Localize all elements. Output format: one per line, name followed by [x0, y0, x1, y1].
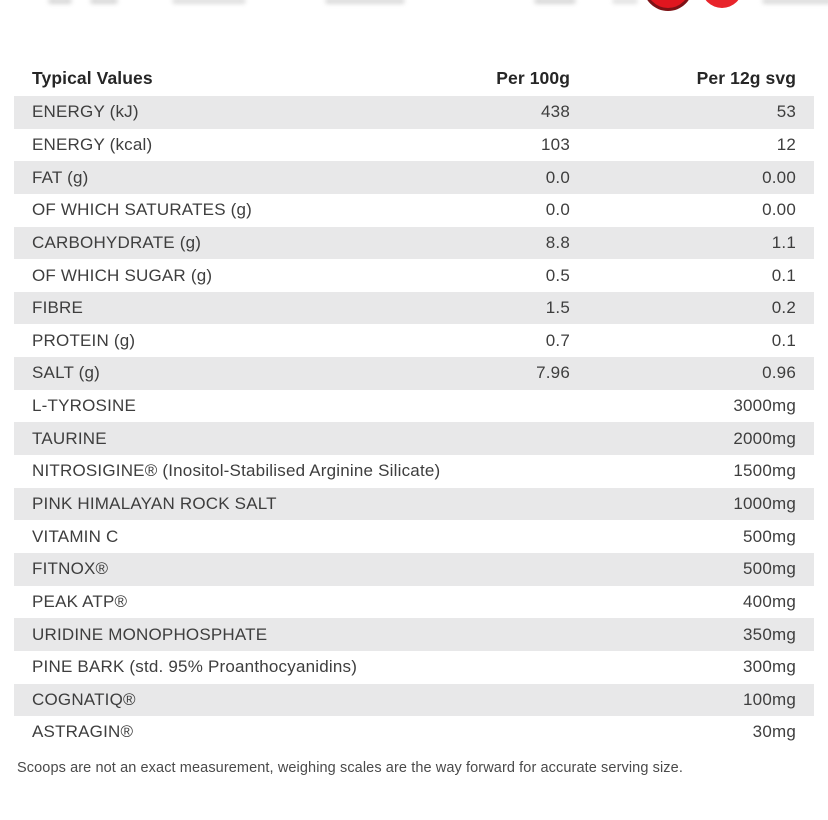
row-per-serving-value: 0.1 — [771, 265, 796, 285]
row-label: OF WHICH SATURATES (g) — [32, 200, 253, 220]
row-per-serving-value: 1500mg — [733, 461, 796, 481]
cropped-text-smudge — [612, 0, 638, 4]
row-per-serving-value: 500mg — [743, 526, 796, 546]
row-label: CARBOHYDRATE (g) — [32, 232, 202, 252]
table-row: TAURINE 2000mg — [14, 422, 814, 456]
row-label: FAT (g) — [32, 167, 89, 187]
table-row: CARBOHYDRATE (g) 8.8 1.1 — [14, 226, 814, 260]
table-row: PINK HIMALAYAN ROCK SALT 1000mg — [14, 487, 814, 521]
cropped-top-graphic — [0, 0, 828, 18]
cropped-text-smudge — [90, 0, 118, 4]
table-row: PEAK ATP® 400mg — [14, 585, 814, 619]
row-label: L-TYROSINE — [32, 396, 137, 416]
table-row: PROTEIN (g) 0.7 0.1 — [14, 324, 814, 358]
row-per-serving-value: 400mg — [743, 591, 796, 611]
row-per-serving-value: 500mg — [743, 559, 796, 579]
row-label: VITAMIN C — [32, 526, 119, 546]
header-typical-values: Typical Values — [32, 67, 153, 88]
table-row: FITNOX® 500mg — [14, 552, 814, 586]
row-label: NITROSIGINE® (Inositol-Stabilised Argini… — [32, 461, 441, 481]
cropped-text-smudge — [325, 0, 405, 4]
row-label: COGNATIQ® — [32, 689, 136, 709]
table-row: NITROSIGINE® (Inositol-Stabilised Argini… — [14, 455, 814, 488]
row-per-serving-value: 53 — [776, 102, 796, 122]
header-per-100g: Per 100g — [496, 67, 570, 88]
row-label: URIDINE MONOPHOSPHATE — [32, 624, 268, 644]
table-row: OF WHICH SATURATES (g) 0.0 0.00 — [14, 193, 814, 227]
scoop-measurement-note: Scoops are not an exact measurement, wei… — [17, 760, 683, 776]
row-per-serving-value: 3000mg — [733, 396, 796, 416]
row-per-serving-value: 100mg — [743, 689, 796, 709]
row-per-100g-value: 0.0 — [545, 200, 570, 220]
table-row: URIDINE MONOPHOSPHATE 350mg — [14, 618, 814, 651]
row-per-serving-value: 350mg — [743, 624, 796, 644]
table-row: COGNATIQ® 100mg — [14, 683, 814, 717]
cropped-text-smudge — [762, 0, 828, 4]
row-per-serving-value: 0.00 — [762, 167, 796, 187]
row-per-serving-value: 12 — [776, 134, 796, 154]
row-per-serving-value: 0.1 — [771, 330, 796, 350]
header-per-12g-serving: Per 12g svg — [696, 67, 796, 88]
row-per-serving-value: 300mg — [743, 657, 796, 677]
table-body: ENERGY (kJ) 438 53 ENERGY (kcal) 103 12 FAT (g… — [14, 96, 814, 749]
row-per-100g-value: 0.5 — [545, 265, 570, 285]
row-label: PROTEIN (g) — [32, 330, 136, 350]
cropped-text-smudge — [48, 0, 72, 4]
row-label: PINK HIMALAYAN ROCK SALT — [32, 494, 277, 513]
row-per-100g-value: 8.8 — [545, 232, 570, 252]
red-dot-logo-fragment-icon — [702, 0, 742, 8]
row-per-100g-value: 0.7 — [545, 330, 570, 350]
row-per-100g-value: 438 — [541, 102, 570, 122]
table-row: ASTRAGIN® 30mg — [14, 716, 814, 749]
table-header-row: Typical Values Per 100g Per 12g svg — [14, 60, 814, 96]
row-label: ASTRAGIN® — [32, 722, 134, 742]
cropped-text-smudge — [172, 0, 246, 4]
row-per-serving-value: 0.00 — [762, 200, 796, 220]
row-label: PINE BARK (std. 95% Proanthocyanidins) — [32, 657, 358, 677]
row-label: ENERGY (kJ) — [32, 102, 139, 122]
row-label: ENERGY (kcal) — [32, 134, 153, 154]
table-row: ENERGY (kcal) 103 12 — [14, 128, 814, 162]
row-label: TAURINE — [32, 428, 107, 448]
row-per-100g-value: 103 — [541, 134, 570, 154]
row-per-100g-value: 1.5 — [545, 298, 570, 318]
table-row: SALT (g) 7.96 0.96 — [14, 357, 814, 390]
cropped-text-smudge — [534, 0, 576, 4]
row-label: SALT (g) — [32, 363, 101, 383]
row-per-serving-value: 0.2 — [771, 298, 796, 318]
table-row: FAT (g) 0.0 0.00 — [14, 161, 814, 194]
row-per-100g-value: 0.0 — [545, 167, 570, 187]
table-row: L-TYROSINE 3000mg — [14, 389, 814, 423]
table-row: FIBRE 1.5 0.2 — [14, 291, 814, 325]
row-per-serving-value: 0.96 — [762, 363, 796, 383]
table-row: VITAMIN C 500mg — [14, 520, 814, 553]
row-per-serving-value: 30mg — [752, 722, 796, 742]
row-per-serving-value: 1.1 — [771, 232, 796, 252]
row-label: OF WHICH SUGAR (g) — [32, 265, 213, 285]
row-label: FITNOX® — [32, 559, 109, 579]
table-row: OF WHICH SUGAR (g) 0.5 0.1 — [14, 259, 814, 292]
typical-values-table: Typical Values Per 100g Per 12g svg ENER… — [14, 60, 814, 749]
table-row: ENERGY (kJ) 438 53 — [14, 96, 814, 129]
table-row: PINE BARK (std. 95% Proanthocyanidins) 30… — [14, 650, 814, 684]
row-per-serving-value: 1000mg — [733, 494, 796, 513]
row-label: PEAK ATP® — [32, 591, 128, 611]
row-label: FIBRE — [32, 298, 84, 318]
row-per-100g-value: 7.96 — [536, 363, 570, 383]
red-ring-logo-fragment-icon — [646, 0, 690, 8]
row-per-serving-value: 2000mg — [733, 428, 796, 448]
